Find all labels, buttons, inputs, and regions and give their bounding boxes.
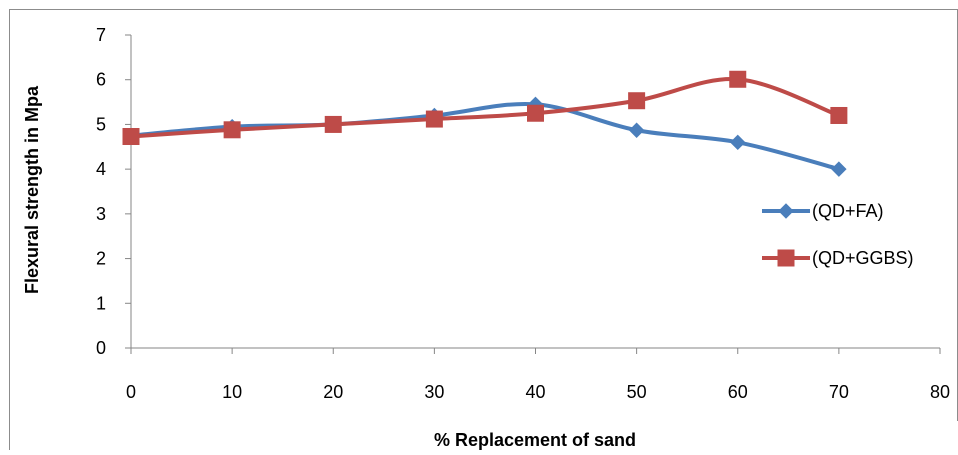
legend-entry: (QD+GGBS) — [762, 248, 914, 268]
data-point-square-marker — [223, 121, 241, 139]
data-point-square-marker — [425, 110, 443, 128]
x-tick-labels: 0 10 20 30 40 50 60 70 80 — [126, 382, 950, 402]
legend: (QD+FA) (QD+GGBS) — [762, 201, 914, 268]
x-axis-title: % Replacement of sand — [434, 430, 636, 450]
x-tick-label: 80 — [930, 382, 950, 402]
y-tick-labels: 0 1 2 3 4 5 6 7 — [96, 25, 106, 358]
y-tick-label: 2 — [96, 249, 106, 269]
y-axis-title: Flexural strength in Mpa — [22, 85, 42, 294]
y-tick-label: 1 — [96, 293, 106, 313]
x-tick-label: 0 — [126, 382, 136, 402]
x-tick-label: 70 — [829, 382, 849, 402]
data-point-square-marker — [527, 104, 544, 122]
series-line — [129, 77, 841, 139]
data-point-square-marker — [324, 115, 342, 133]
x-tick-label: 30 — [424, 382, 444, 402]
legend-entry: (QD+FA) — [762, 201, 884, 221]
data-point-square-marker — [729, 70, 747, 88]
axes — [125, 34, 941, 354]
x-tick-label: 20 — [323, 382, 343, 402]
y-tick-label: 3 — [96, 204, 106, 224]
y-tick-label: 4 — [96, 159, 106, 179]
data-point-diamond-marker — [628, 122, 645, 138]
series-line — [129, 101, 841, 172]
data-point-diamond-marker — [831, 161, 847, 177]
y-tick-label: 7 — [96, 25, 106, 45]
y-tick-label: 5 — [96, 114, 106, 134]
x-tick-label: 50 — [627, 382, 647, 402]
chart-border — [9, 9, 958, 450]
legend-label: (QD+GGBS) — [812, 248, 914, 268]
x-tick-label: 40 — [525, 382, 545, 402]
y-tick-label: 6 — [96, 70, 106, 90]
series-layer — [122, 70, 848, 177]
data-point-square-marker — [830, 106, 848, 124]
data-point-diamond-marker — [730, 134, 746, 151]
x-tick-label: 60 — [728, 382, 748, 402]
data-point-square-marker — [628, 92, 646, 110]
legend-square-marker — [777, 249, 795, 267]
data-point-square-marker — [122, 128, 140, 146]
series-qd-ggbs — [122, 70, 848, 146]
x-tick-label: 10 — [222, 382, 242, 402]
y-tick-label: 0 — [96, 338, 106, 358]
legend-diamond-marker — [778, 203, 794, 219]
legend-label: (QD+FA) — [812, 201, 884, 221]
